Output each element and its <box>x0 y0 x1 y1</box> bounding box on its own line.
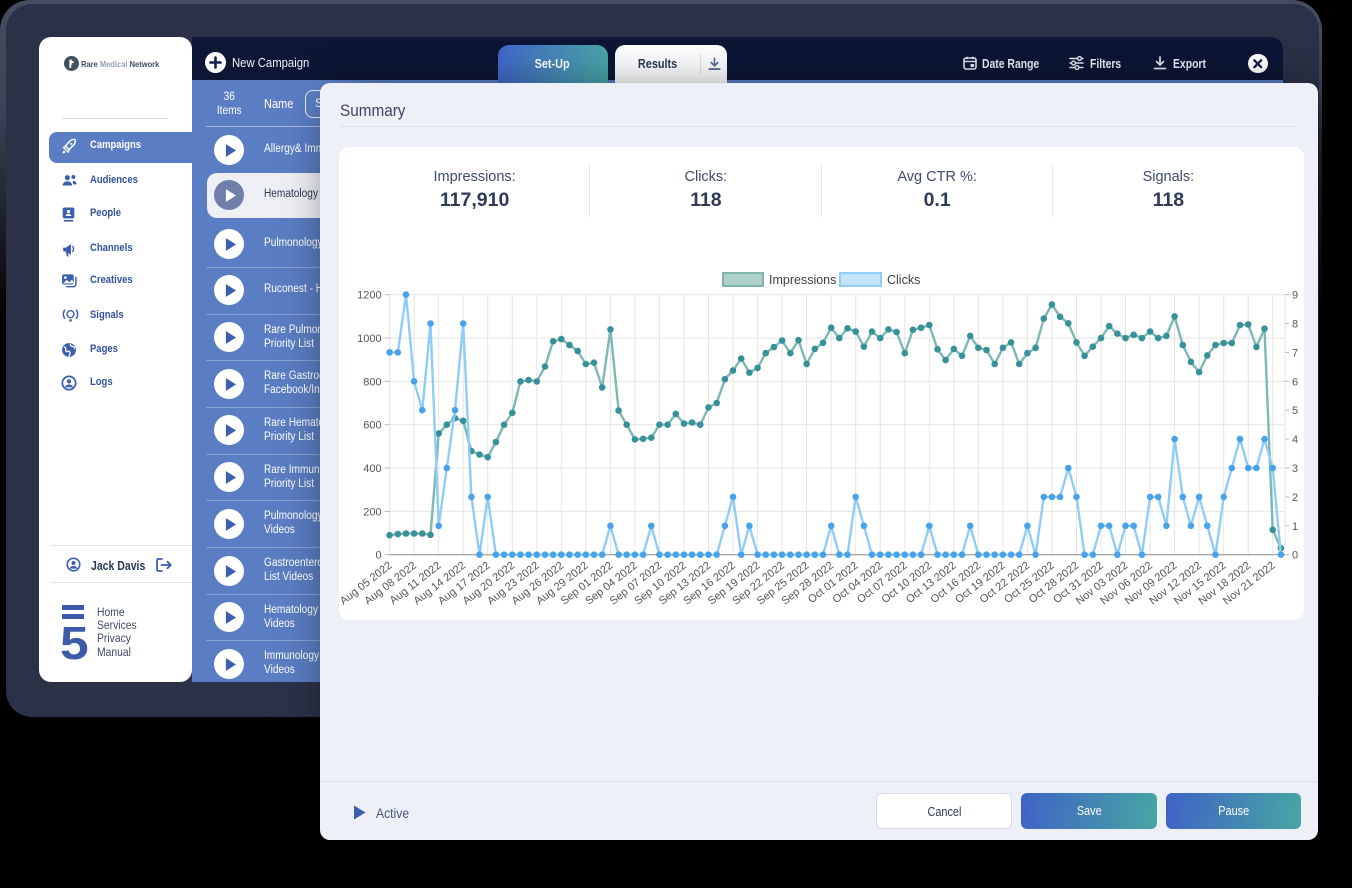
svg-text:0: 0 <box>375 550 381 562</box>
svg-text:9: 9 <box>1292 290 1298 302</box>
svg-text:2: 2 <box>1292 492 1298 504</box>
svg-text:Impressions: Impressions <box>769 273 836 287</box>
svg-text:5: 5 <box>1292 405 1298 417</box>
svg-text:0: 0 <box>1292 550 1298 562</box>
svg-text:4: 4 <box>1292 434 1298 446</box>
svg-text:200: 200 <box>363 506 381 518</box>
svg-text:7: 7 <box>1292 347 1298 359</box>
svg-text:6: 6 <box>1292 376 1298 388</box>
svg-text:Clicks: Clicks <box>887 273 920 287</box>
svg-text:3: 3 <box>1292 463 1298 475</box>
svg-text:1200: 1200 <box>357 290 381 302</box>
svg-text:600: 600 <box>363 420 381 432</box>
svg-text:8: 8 <box>1292 319 1298 331</box>
svg-text:400: 400 <box>363 463 381 475</box>
svg-text:800: 800 <box>363 376 381 388</box>
svg-text:1: 1 <box>1292 521 1298 533</box>
svg-text:1000: 1000 <box>357 333 381 345</box>
